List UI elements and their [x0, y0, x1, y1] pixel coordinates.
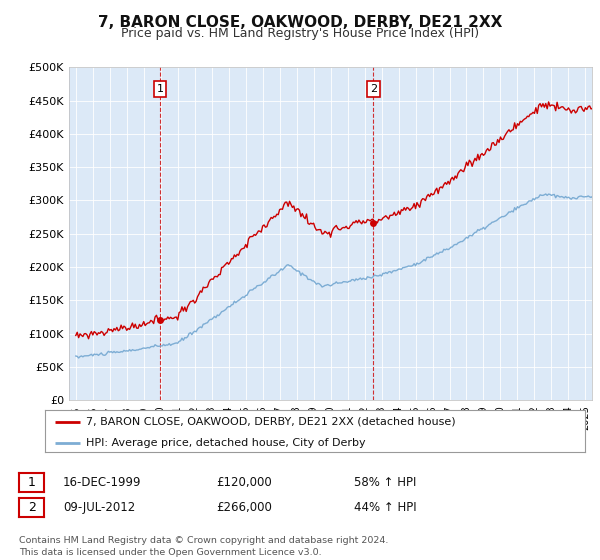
Text: Contains HM Land Registry data © Crown copyright and database right 2024.
This d: Contains HM Land Registry data © Crown c…	[19, 536, 389, 557]
Text: 58% ↑ HPI: 58% ↑ HPI	[354, 476, 416, 489]
Text: 7, BARON CLOSE, OAKWOOD, DERBY, DE21 2XX (detached house): 7, BARON CLOSE, OAKWOOD, DERBY, DE21 2XX…	[86, 417, 455, 427]
Text: 1: 1	[157, 84, 164, 94]
Text: £266,000: £266,000	[216, 501, 272, 514]
Text: Price paid vs. HM Land Registry's House Price Index (HPI): Price paid vs. HM Land Registry's House …	[121, 27, 479, 40]
Text: 09-JUL-2012: 09-JUL-2012	[63, 501, 135, 514]
Text: 7, BARON CLOSE, OAKWOOD, DERBY, DE21 2XX: 7, BARON CLOSE, OAKWOOD, DERBY, DE21 2XX	[98, 15, 502, 30]
Text: £120,000: £120,000	[216, 476, 272, 489]
Text: 44% ↑ HPI: 44% ↑ HPI	[354, 501, 416, 514]
Text: 2: 2	[28, 501, 36, 514]
Text: 2: 2	[370, 84, 377, 94]
Text: 1: 1	[28, 476, 36, 489]
Text: HPI: Average price, detached house, City of Derby: HPI: Average price, detached house, City…	[86, 438, 365, 447]
Text: 16-DEC-1999: 16-DEC-1999	[63, 476, 142, 489]
